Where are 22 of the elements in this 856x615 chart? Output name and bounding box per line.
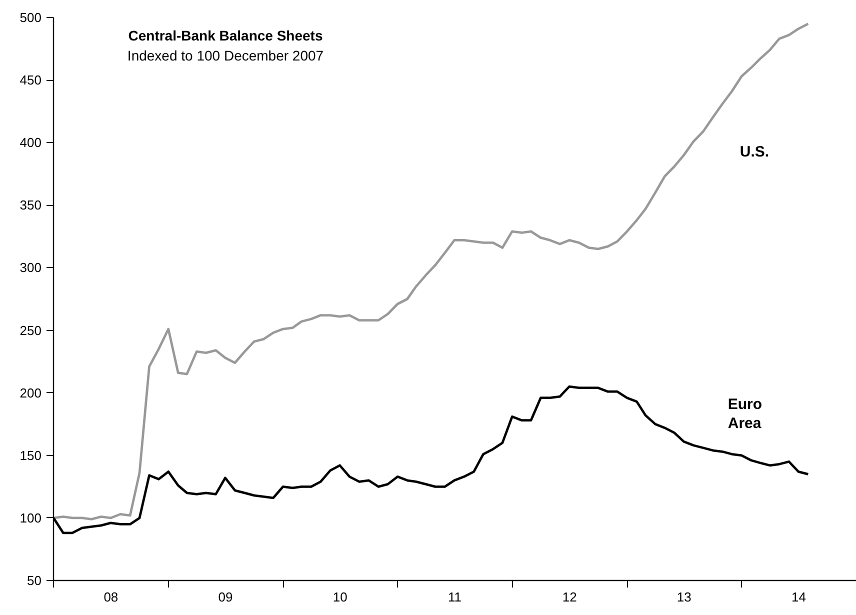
x-tick-label: 08 [104,590,118,604]
x-tick-label: 11 [448,590,462,604]
y-tick-label: 100 [20,510,42,526]
y-tick-label: 400 [20,135,42,150]
line-series [54,22,810,520]
y-tick-label: 450 [20,72,42,88]
x-tick-label: 12 [562,590,577,604]
series-label: Euro Area [728,396,762,432]
y-tick-label: 250 [20,322,42,338]
y-tick-label: 50 [27,573,42,588]
y-tick-label: 350 [20,198,42,213]
x-tick-label: 13 [676,590,692,604]
y-tick-label: 200 [20,385,42,400]
text: Indexed to 100 December 2007 [127,48,324,64]
y-tick-label: 150 [20,448,42,463]
text: U.S. [740,143,770,160]
text: Central-Bank Balance Sheets [128,28,323,44]
y-tick-label: 500 [20,10,42,25]
x-tick-label: 14 [792,590,806,604]
x-tick-label: 09 [218,590,233,604]
x-tick-label: 10 [332,590,348,604]
y-tick-label: 300 [20,260,42,276]
